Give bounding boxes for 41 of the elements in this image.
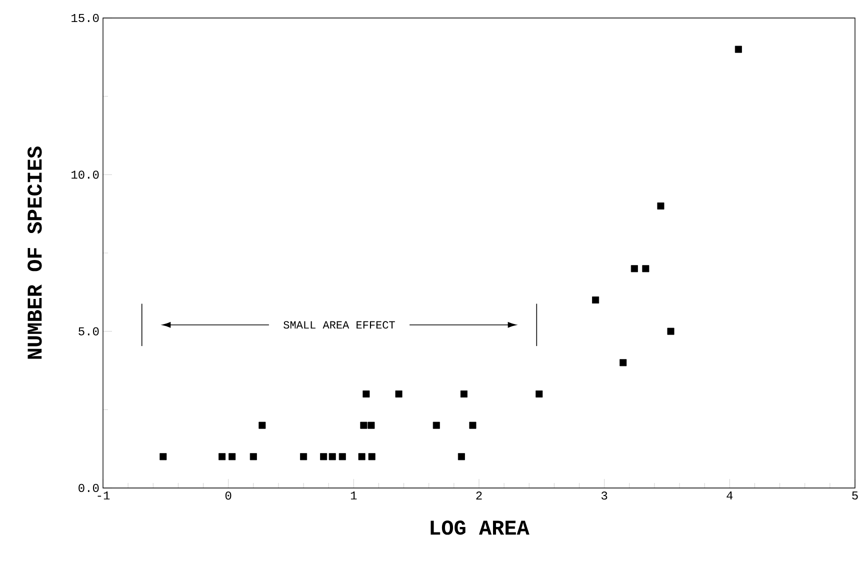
- x-tick-label: 4: [726, 492, 733, 500]
- point: [460, 390, 468, 398]
- y-tick-label: 5.0: [78, 327, 99, 336]
- point: [358, 453, 366, 460]
- y-tick-label: 15.0: [72, 14, 99, 22]
- point: [469, 422, 476, 429]
- point: [218, 453, 226, 460]
- y-tick-label: 0.0: [78, 484, 99, 492]
- point: [228, 453, 236, 460]
- point: [734, 46, 742, 53]
- point: [458, 453, 465, 460]
- x-tick-label: 3: [601, 492, 608, 500]
- x-tick-label: 0: [225, 492, 232, 500]
- point: [368, 422, 375, 429]
- y-tick-label: 10.0: [72, 170, 99, 179]
- x-axis-title: LOG AREA: [430, 520, 530, 535]
- point: [536, 390, 543, 398]
- point: [368, 453, 376, 460]
- point: [250, 453, 257, 460]
- point: [667, 328, 674, 335]
- y-axis-title: NUMBER OF SPECIES: [28, 146, 42, 359]
- point: [338, 453, 346, 460]
- point: [432, 422, 440, 429]
- point: [362, 390, 370, 398]
- point: [592, 296, 600, 304]
- point: [657, 202, 664, 210]
- x-tick-label: 2: [476, 492, 482, 500]
- point: [320, 453, 328, 460]
- point: [258, 422, 266, 429]
- x-tick-label: -1: [98, 492, 110, 500]
- point: [620, 359, 627, 366]
- point: [328, 453, 336, 460]
- point: [395, 390, 402, 398]
- point: [630, 265, 638, 272]
- point: [642, 265, 650, 272]
- point: [160, 453, 167, 460]
- x-tick-label: 5: [852, 492, 858, 500]
- x-tick-label: 1: [350, 492, 357, 500]
- point: [360, 422, 368, 429]
- point: [300, 453, 308, 460]
- annotation: SMALL AREA EFFECT: [284, 321, 395, 329]
